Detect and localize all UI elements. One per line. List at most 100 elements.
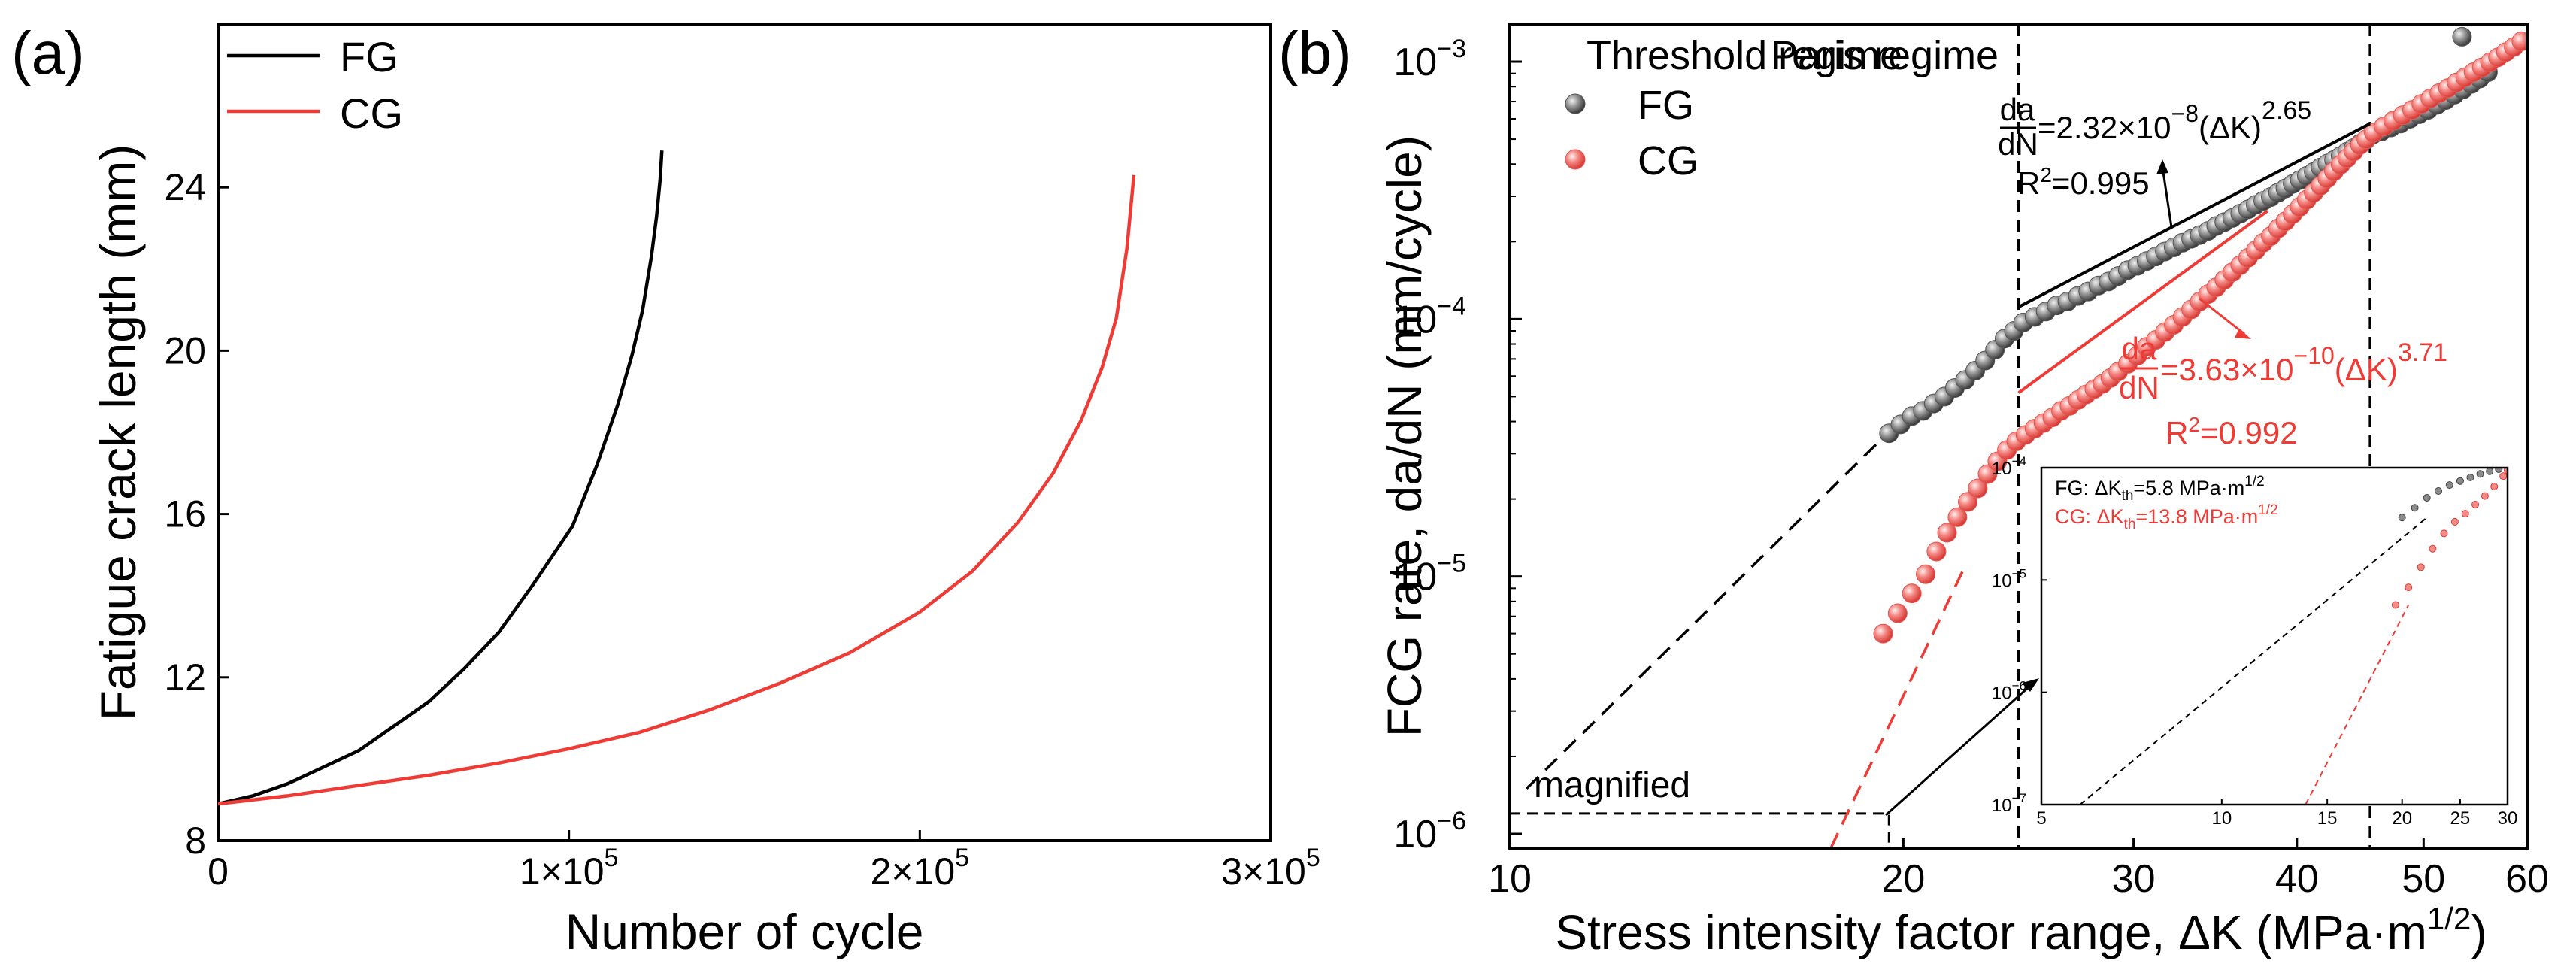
cg-eq-rhs: =3.63×10−10(ΔK)3.71 — [2160, 338, 2447, 387]
legend-cg-marker — [1565, 149, 1586, 170]
x-tick-label: 30 — [2112, 857, 2156, 901]
inset-data-point-fg — [2445, 481, 2453, 490]
x-tick-label: 1×105 — [520, 844, 619, 893]
data-point-cg — [2511, 31, 2527, 51]
inset-data-point-cg — [2461, 510, 2469, 518]
inset-data-point-cg — [2490, 483, 2499, 491]
x-tick-label-main: 2×10 — [871, 850, 956, 893]
data-point-cg — [1902, 583, 1922, 604]
paris-fit-cg — [2017, 209, 2269, 394]
paris-regime-label: Paris regime — [1771, 33, 1999, 78]
fg-eq-coef: =2.32×10 — [2038, 110, 2171, 145]
panel-a-y-ticks: 8 12 16 20 24 — [164, 166, 229, 862]
panel-b-legend: FG CG — [1565, 83, 1699, 183]
panel-b-x-axis-label-main: Stress intensity factor range, ΔK (MPa·m — [1555, 905, 2427, 959]
inset-data-point-fg — [2435, 487, 2443, 496]
cg-fit-equation: da dN =3.63×10−10(ΔK)3.71 R2=0.992 — [2119, 331, 2447, 450]
y-tick-exp: −3 — [1437, 35, 1466, 63]
inset-frame — [2040, 466, 2509, 806]
y-tick-exp: −4 — [1437, 292, 1466, 320]
panel-a-series — [217, 150, 1136, 806]
y-tick-base: 10 — [1393, 556, 1437, 599]
data-point-fg — [2493, 0, 2512, 8]
y-tick-base: 10 — [1393, 298, 1437, 341]
legend-fg-marker — [1565, 93, 1586, 114]
inset-y-tick-label: 10−4 — [1992, 454, 2026, 479]
data-point-cg — [1926, 541, 1947, 562]
paris-fit-fg — [2017, 122, 2371, 309]
inset-x-tick-label: 30 — [2498, 808, 2518, 829]
x-tick-label-sup: 5 — [605, 844, 619, 872]
inset-data-point-cg — [2481, 492, 2489, 500]
panel-a-y-axis-label: Fatigue crack length (mm) — [90, 144, 146, 721]
threshold-regime-label: Threshold regime — [1587, 33, 1902, 78]
inset-fg-prefix: FG: ΔK — [2055, 477, 2122, 499]
legend-cg-label: CG — [340, 89, 403, 137]
panel-b-y-ticks: 10−610−510−410−3 — [1393, 35, 1522, 856]
x-tick-label: 50 — [2402, 857, 2445, 901]
inset-x-tick-label: 10 — [2211, 808, 2232, 829]
inset-fg-threshold: FG: ΔKth=5.8 MPa·m1/2 — [2055, 474, 2265, 504]
inset-cg-middle: =13.8 MPa·m — [2135, 505, 2258, 528]
fg-r2-r: R — [2017, 165, 2040, 201]
fg-eq-dk: (ΔK) — [2199, 110, 2262, 145]
inset-data-point-fg — [2495, 468, 2503, 473]
inset-data-point-fg — [2466, 473, 2474, 481]
panel-b: (b) 10 20 30 40 50 60 10−610−510−410−3 Stress… — [1278, 0, 2549, 959]
inset-x-tick-label: 20 — [2392, 808, 2412, 829]
data-point-cg — [1947, 507, 1968, 527]
data-point-cg — [1957, 492, 1977, 512]
inset-cg-threshold: CG: ΔKth=13.8 MPa·m1/2 — [2055, 502, 2278, 532]
cg-eq-arrowhead — [2235, 329, 2251, 339]
cg-eq-coef: =3.63×10 — [2160, 352, 2294, 387]
fg-eq-exp: −8 — [2171, 100, 2199, 127]
panel-a-label: (a) — [11, 20, 85, 86]
inset-data-point-cg — [2429, 544, 2437, 553]
y-tick-label: 16 — [164, 493, 206, 535]
legend-fg-label: FG — [1638, 83, 1694, 128]
y-tick-exp: −6 — [1437, 807, 1466, 835]
cg-eq-da: da — [2122, 331, 2157, 366]
fg-fit-equation: da dN =2.32×10−8(ΔK)2.65 R2=0.995 — [1998, 92, 2311, 201]
data-point-fg — [2452, 26, 2472, 47]
y-tick-label: 10−6 — [1393, 807, 1466, 856]
legend-fg-label: FG — [340, 33, 399, 80]
cg-r2: R2=0.992 — [2165, 413, 2298, 450]
inset-cg-sup: 1/2 — [2258, 502, 2277, 518]
inset-fg-sub: th — [2122, 488, 2134, 504]
x-tick-label: 60 — [2505, 857, 2549, 901]
legend-cg-label: CG — [1638, 138, 1699, 183]
panel-b-label: (b) — [1278, 20, 1352, 86]
inset-data-point-fg — [2456, 477, 2464, 485]
y-tick-base: 10 — [1393, 41, 1437, 84]
panel-b-x-axis-label: Stress intensity factor range, ΔK (MPa·m… — [1555, 901, 2487, 959]
inset-x-tick-label: 25 — [2450, 808, 2471, 829]
cg-eq-arrow — [2199, 297, 2245, 335]
annotation-arrows — [1884, 159, 2251, 817]
inset-y-tick-base: 10 — [1992, 571, 2012, 591]
data-point-cg — [1968, 478, 1988, 499]
x-tick-label-sup: 5 — [955, 844, 969, 872]
fg-eq-rhs: =2.32×10−8(ΔK)2.65 — [2038, 96, 2311, 145]
cg-r2-r: R — [2165, 415, 2188, 450]
x-tick-label: 20 — [1881, 857, 1925, 901]
inset-data-point-cg — [2417, 563, 2425, 571]
magnify-arrowhead — [2023, 678, 2039, 692]
x-tick-label-sup: 5 — [1306, 844, 1320, 872]
inset-x-ticks: 5 10 15 20 25 30 — [2036, 799, 2517, 829]
x-tick-label: 0 — [208, 850, 229, 893]
fg-r2: R2=0.995 — [2017, 163, 2150, 201]
panel-a-x-ticks: 0 1×105 2×105 3×105 — [208, 830, 1320, 893]
fg-r2-value: =0.995 — [2052, 165, 2150, 201]
inset-fg-sup: 1/2 — [2244, 474, 2264, 490]
inset-y-tick-label: 10−5 — [1992, 566, 2026, 591]
panel-a-legend: FG CG — [227, 33, 403, 137]
data-point-cg — [1937, 523, 1957, 543]
extrapolation-fg — [1526, 430, 1890, 790]
fg-eq-arrowhead — [2156, 159, 2168, 174]
inset-extrapolation-fg — [2079, 517, 2428, 805]
inset-data-point-fg — [2486, 468, 2494, 475]
y-tick-label: 10−3 — [1393, 35, 1466, 84]
x-tick-label: 3×105 — [1221, 844, 1320, 893]
